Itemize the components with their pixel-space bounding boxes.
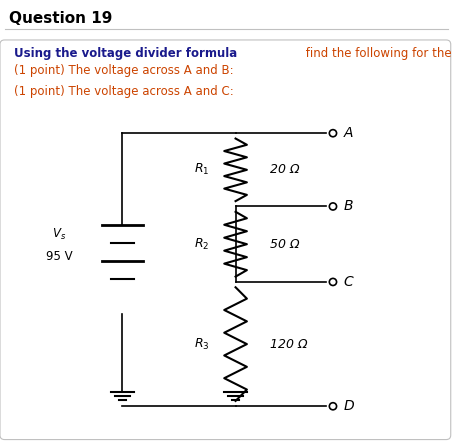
FancyBboxPatch shape [0,40,451,440]
Text: $D$: $D$ [343,399,355,413]
Text: 20 Ω: 20 Ω [270,163,299,176]
Text: $R_1$: $R_1$ [194,162,209,178]
Text: $V_s$: $V_s$ [52,226,66,242]
Text: find the following for the circuit below:: find the following for the circuit below… [302,47,453,59]
Text: (1 point) The voltage across A and C:: (1 point) The voltage across A and C: [14,85,233,98]
Text: $C$: $C$ [343,275,355,289]
Text: Using the voltage divider formula: Using the voltage divider formula [14,47,237,59]
Text: $R_2$: $R_2$ [194,237,209,252]
Text: 120 Ω: 120 Ω [270,337,307,351]
Text: $A$: $A$ [343,126,354,140]
Text: Question 19: Question 19 [9,11,112,26]
Text: $R_3$: $R_3$ [194,337,209,352]
Text: (1 point) The voltage across A and B:: (1 point) The voltage across A and B: [14,64,233,77]
Text: $B$: $B$ [343,199,354,214]
Text: 95 V: 95 V [46,250,72,263]
Text: 50 Ω: 50 Ω [270,238,299,251]
